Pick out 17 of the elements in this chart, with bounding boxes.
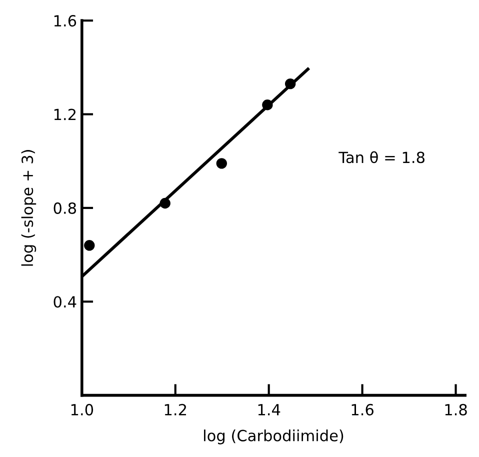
y-tick-label: 1.2	[54, 108, 76, 120]
y-tick-label: 0.8	[54, 202, 76, 214]
x-tick-label: 1.6	[352, 404, 374, 416]
x-tick-label: 1.0	[71, 404, 94, 416]
annotation: Tan θ = 1.8	[338, 151, 424, 164]
point	[84, 240, 95, 251]
x-tick-label: 1.2	[164, 404, 186, 416]
x-tick-label: 1.4	[258, 404, 280, 416]
point	[160, 198, 170, 209]
x-tick-label: 1.8	[445, 404, 467, 416]
x-axis-title: log (Carbodiimide)	[204, 430, 344, 444]
y-tick-label: 0.4	[54, 296, 76, 308]
point	[216, 158, 227, 169]
y-tick-label: 1.6	[54, 15, 76, 27]
point	[284, 78, 296, 90]
y-axis-title: log (-slope + 3)	[21, 150, 36, 266]
point	[262, 100, 273, 110]
